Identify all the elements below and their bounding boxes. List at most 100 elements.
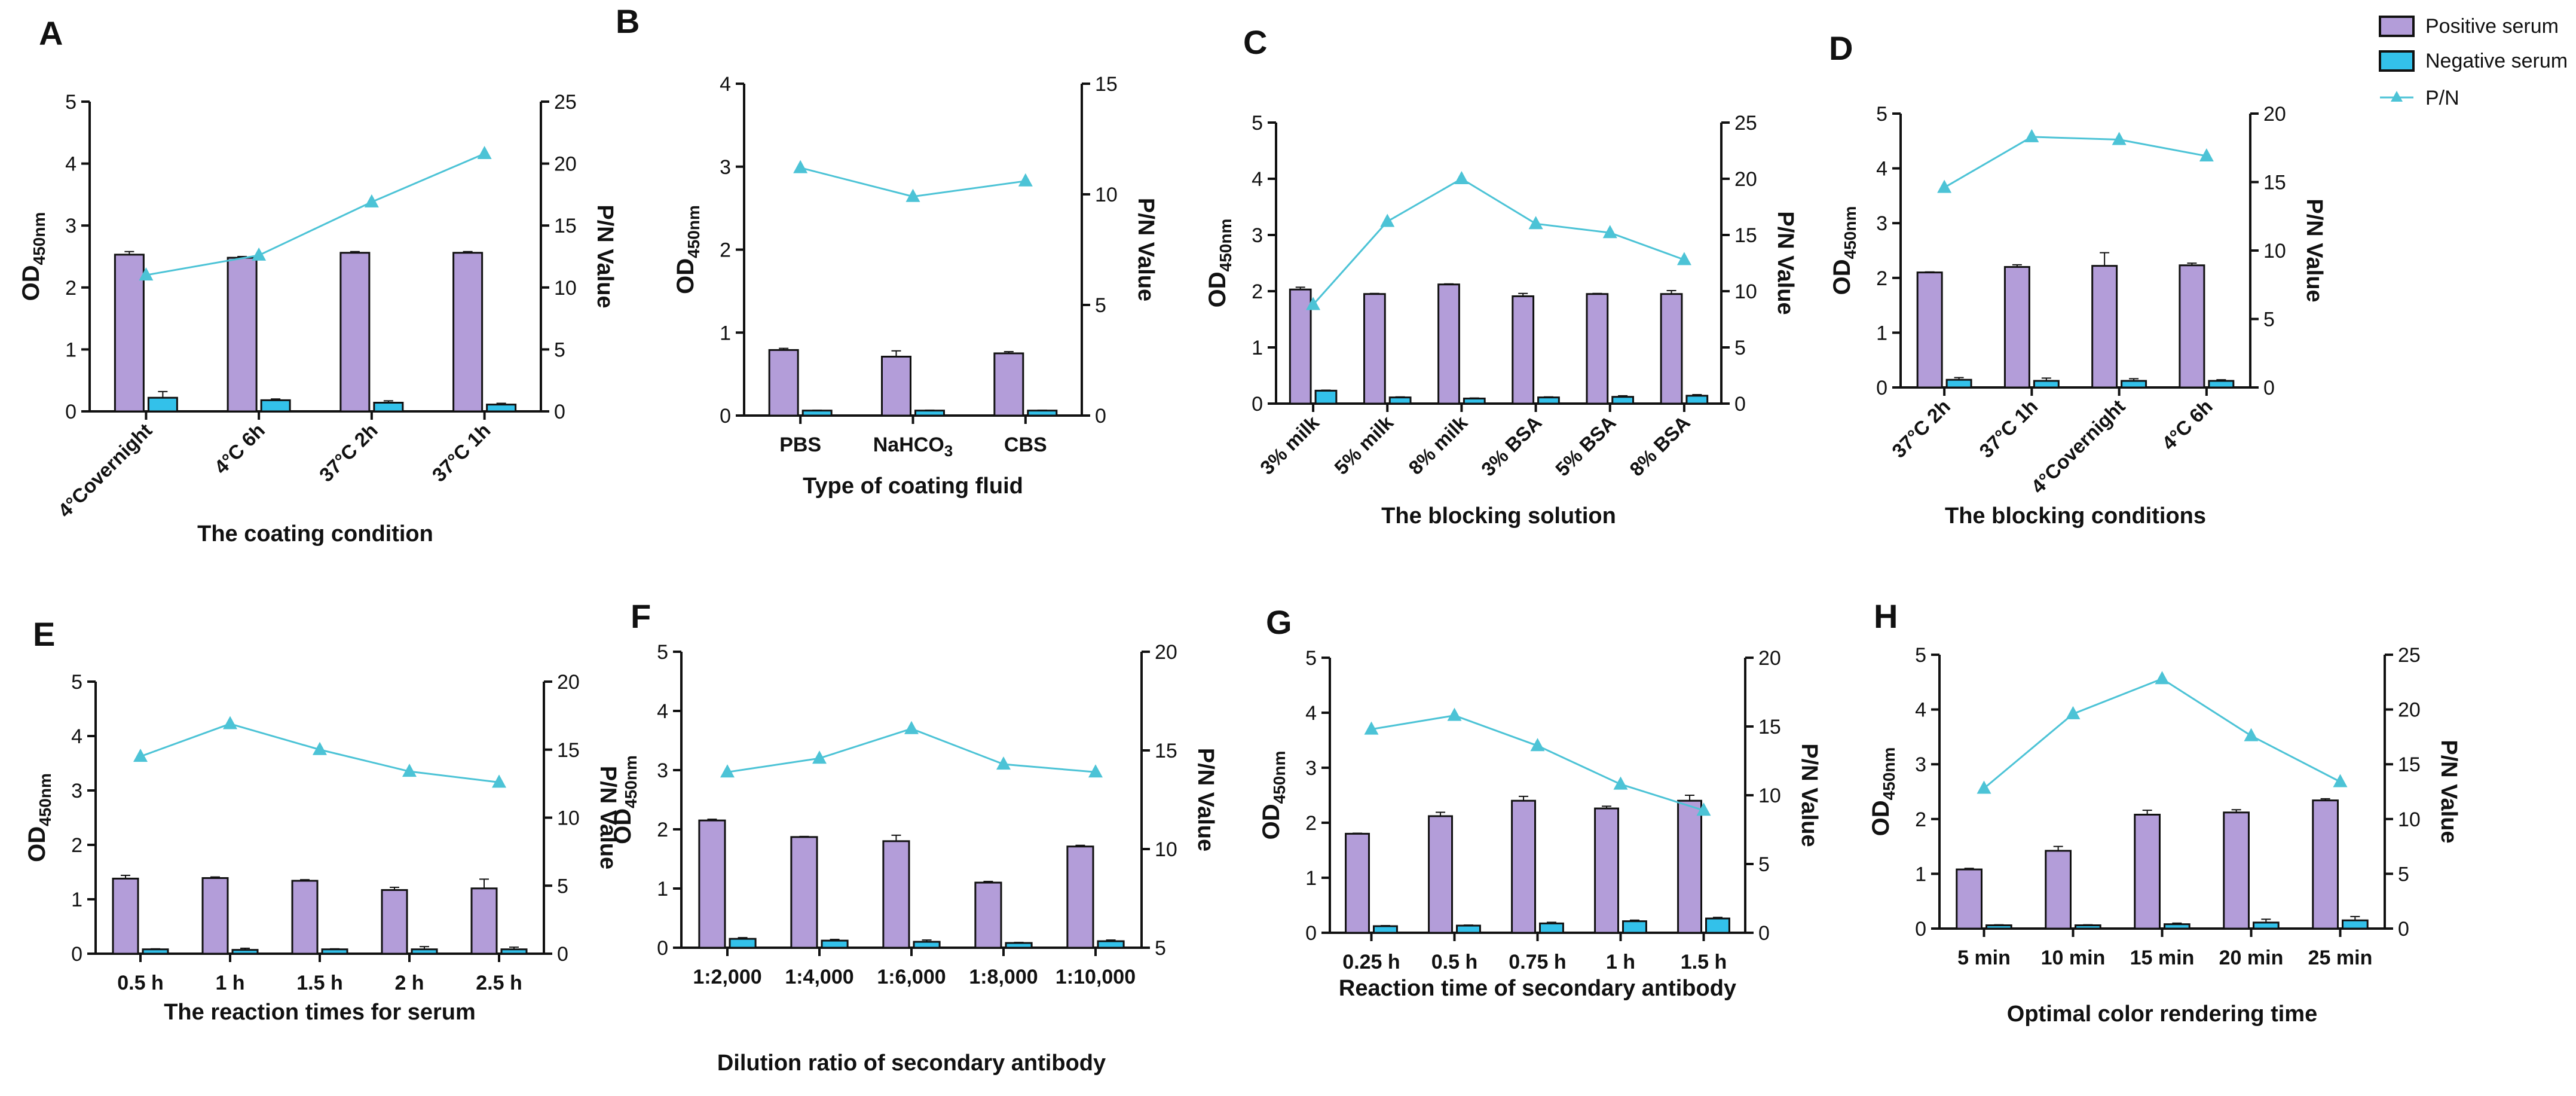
x-axis-title: Dilution ratio of secondary antibody (717, 1051, 1106, 1076)
y-tick-label: 2 (657, 819, 668, 841)
pn-marker (720, 764, 735, 778)
y2-tick-label: 10 (1734, 280, 1757, 303)
y2-tick-label: 25 (554, 91, 577, 114)
pn-marker (492, 774, 506, 788)
y-tick-label: 4 (1305, 702, 1317, 725)
y-tick-label: 4 (720, 73, 731, 96)
bar-negative (321, 948, 348, 955)
x-tick-label: 20 min (2219, 947, 2284, 969)
x-axis-title: Optimal color rendering time (2007, 1002, 2317, 1027)
pn-marker (1088, 764, 1103, 778)
y2-tick-label: 10 (1155, 838, 1177, 861)
pn-line (727, 728, 1096, 773)
bar-positive (698, 819, 726, 949)
pn-marker (1530, 738, 1545, 752)
x-tick-label: 5% BSA (1551, 411, 1620, 481)
y2-tick-label: 20 (2398, 699, 2421, 722)
bar-negative (2253, 921, 2280, 930)
y2-tick-label: 25 (1734, 112, 1757, 135)
pn-marker (1696, 802, 1711, 816)
x-tick-label: 1 h (215, 972, 244, 994)
x-tick-label: 4°C 6h (210, 419, 269, 478)
bar-positive (1660, 293, 1683, 405)
y2-axis-title: P/N Value (1773, 211, 1798, 315)
x-axis-title: The blocking conditions (1945, 503, 2206, 529)
y-axis-title: OD450nm (1258, 751, 1289, 840)
x-tick-label: 37°C 1h (1975, 395, 2042, 462)
bar-positive (1066, 845, 1094, 949)
y-tick-label: 2 (1252, 280, 1263, 303)
y2-tick-label: 0 (1095, 405, 1106, 428)
x-tick-label: 5% milk (1330, 411, 1398, 479)
x-axis-title: The coating condition (197, 521, 433, 547)
y-tick-label: 1 (1305, 867, 1317, 890)
legend-negative-swatch (2379, 50, 2415, 72)
bar-negative (801, 410, 833, 417)
x-tick-label: 1.5 h (1681, 951, 1727, 973)
pn-marker (477, 146, 492, 160)
y2-tick-label: 15 (1758, 716, 1781, 738)
x-axis-title: Type of coating fluid (803, 474, 1023, 499)
bar-positive (1437, 283, 1460, 405)
pn-marker (1380, 213, 1395, 227)
bar-negative (1539, 922, 1564, 934)
bar-positive (2312, 799, 2339, 930)
pn-marker (2155, 671, 2170, 685)
x-tick-label: PBS (779, 433, 821, 456)
y-tick-label: 3 (71, 780, 82, 802)
y2-axis-title: P/N Value (592, 204, 617, 308)
y-tick-label: 0 (657, 937, 668, 960)
chart-panel-D: D 0 1 2 3 4 5 0 5 10 15 20 OD450nm P/N Value 37°C 2h 37… (1829, 29, 2327, 529)
x-tick-label: 3% milk (1256, 411, 1324, 479)
bar-negative (1537, 396, 1560, 405)
y2-tick-label: 20 (557, 671, 580, 694)
y-tick-label: 3 (1915, 753, 1926, 776)
y-tick-label: 3 (1252, 224, 1263, 247)
bar-positive (1428, 815, 1454, 934)
x-tick-label: 37°C 2h (1887, 395, 1954, 462)
y2-axis-title: P/N Value (2436, 740, 2461, 843)
chart-panel-E: E 0 1 2 3 4 5 0 5 10 15 20 OD450nm P/N Value 0.5 h 1 h 1… (24, 615, 620, 1025)
y2-tick-label: 20 (1155, 641, 1177, 664)
x-tick-label: 3% BSA (1477, 411, 1546, 481)
y-tick-label: 2 (720, 239, 731, 262)
y2-axis-title: P/N Value (2302, 199, 2327, 302)
bar-negative (2121, 380, 2147, 389)
bar-positive (227, 257, 258, 413)
bar-negative (1985, 924, 2012, 930)
pn-marker (2199, 148, 2214, 161)
x-tick-label: 37°C 1h (428, 419, 495, 486)
bar-negative (1611, 396, 1635, 405)
x-tick-label: NaHCO3 (873, 433, 953, 460)
x-tick-label: 1:2,000 (693, 966, 761, 988)
pn-marker (904, 721, 919, 734)
bar-positive (882, 840, 910, 949)
x-tick-label: 0.5 h (1431, 951, 1477, 973)
bar-positive (881, 355, 911, 417)
x-tick-label: 15 min (2130, 947, 2195, 969)
bar-negative (1463, 398, 1486, 405)
y2-tick-label: 5 (1155, 937, 1166, 960)
bar-negative (1685, 395, 1709, 405)
panel-letter: B (616, 2, 640, 40)
bar-negative (411, 948, 438, 955)
y-tick-label: 2 (65, 277, 77, 300)
y2-tick-label: 0 (2263, 377, 2275, 399)
y-tick-label: 5 (65, 91, 77, 114)
pn-marker (402, 764, 417, 777)
y2-tick-label: 10 (554, 277, 577, 300)
x-tick-label: 4°Covernight (54, 419, 157, 522)
chart-panel-H: H 0 1 2 3 4 5 0 5 10 15 20 25 OD450nm P/N Value 5 min 10… (1868, 597, 2461, 1027)
y2-tick-label: 5 (1758, 853, 1770, 876)
y2-tick-label: 0 (557, 943, 568, 966)
pn-marker (1676, 252, 1691, 265)
bar-positive (974, 881, 1002, 949)
y-tick-label: 1 (65, 338, 77, 361)
x-tick-label: 1:10,000 (1056, 966, 1136, 988)
bar-negative (2208, 380, 2235, 389)
y-tick-label: 0 (65, 401, 77, 423)
bar-negative (142, 948, 169, 955)
bar-positive (2134, 813, 2161, 930)
y2-tick-label: 15 (554, 215, 577, 237)
